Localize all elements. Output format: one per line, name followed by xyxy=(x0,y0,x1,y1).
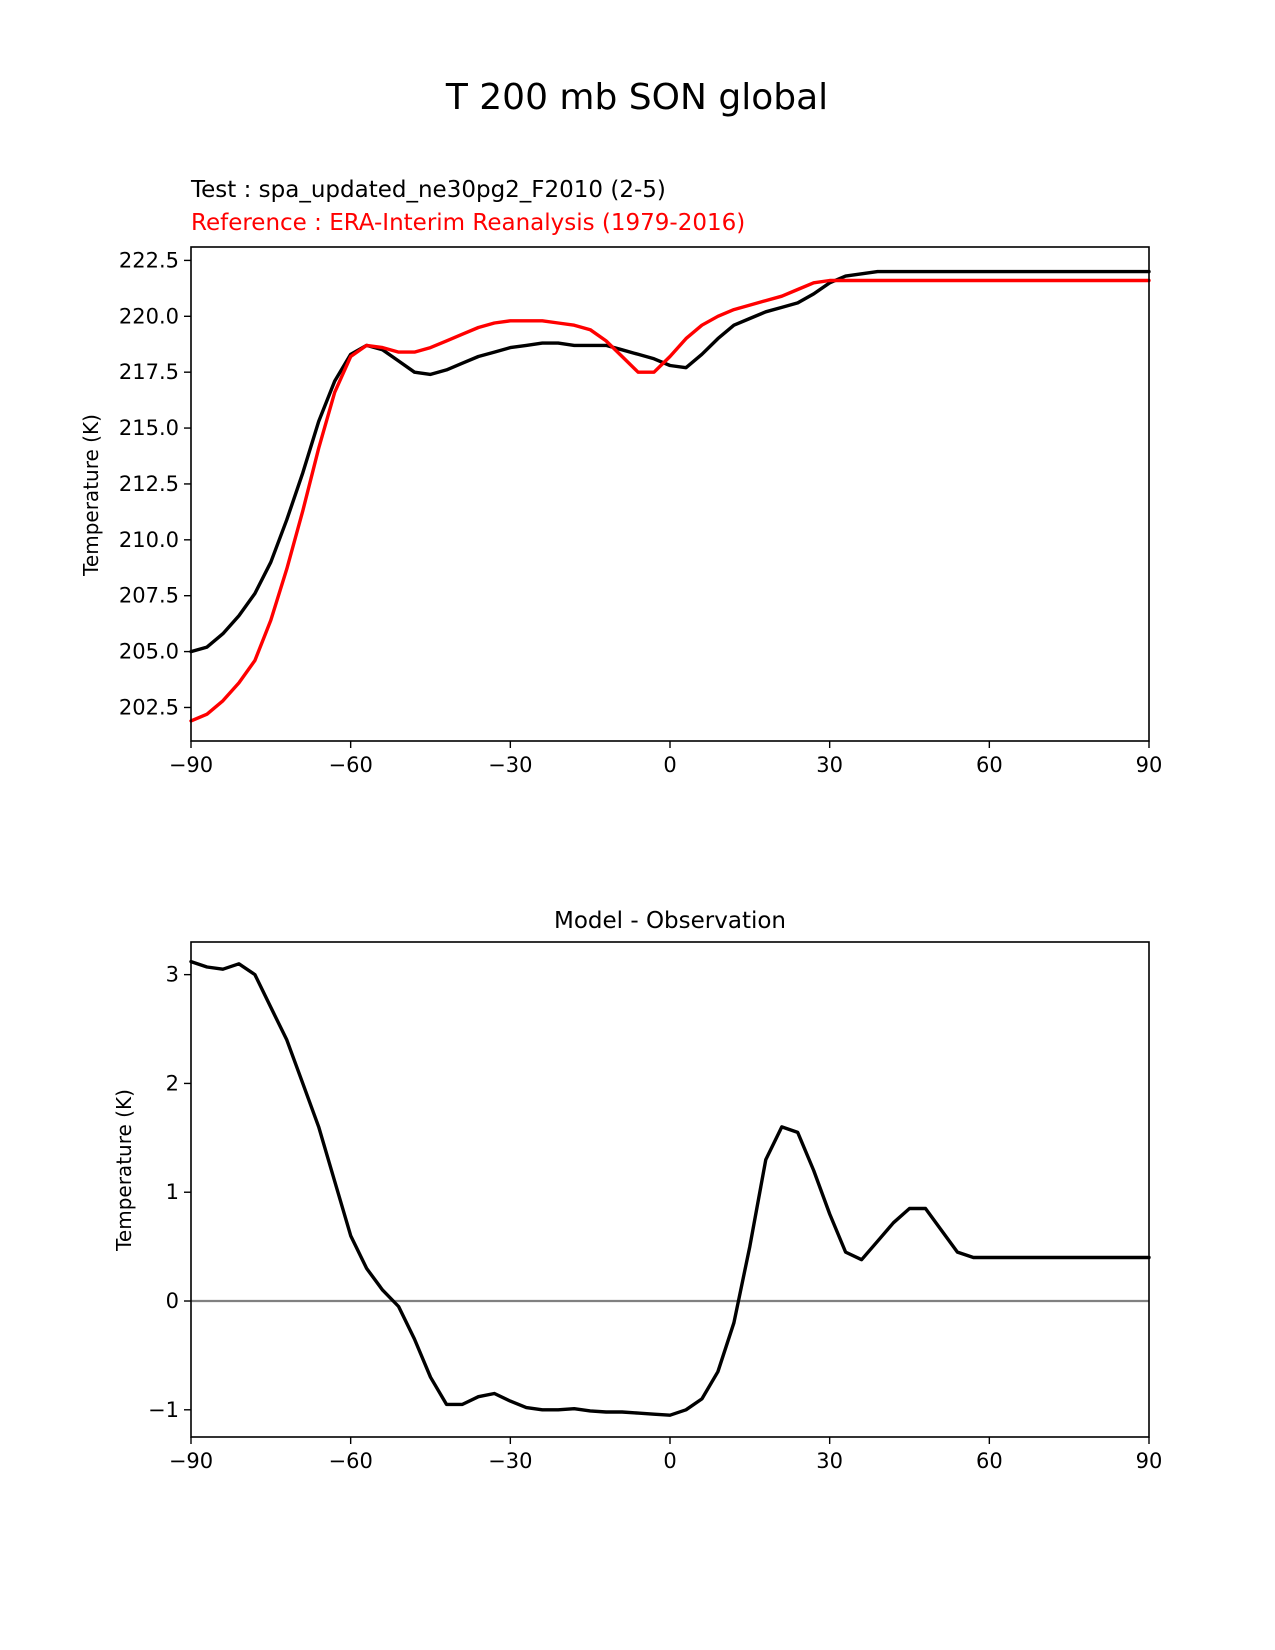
top-series-test xyxy=(189,269,1151,654)
bottom-ylabel: Temperature (K) xyxy=(112,1089,136,1252)
test-subtitle: Test : spa_updated_ne30pg2_F2010 (2-5) xyxy=(190,177,666,203)
top-plot-frame xyxy=(190,246,1150,742)
top-ytick-label: 210.0 xyxy=(119,528,179,552)
top-ytick-label: 222.5 xyxy=(119,248,179,272)
bottom-xtick-label: −90 xyxy=(169,1449,213,1473)
top-ytick-label: 207.5 xyxy=(119,584,179,608)
top-xtick-label: 60 xyxy=(976,753,1003,777)
bottom-ytick-label: 0 xyxy=(166,1289,179,1313)
top-xtick-label: 30 xyxy=(816,753,843,777)
bottom-panel: Model - Observation Temperature (K) −90 −… xyxy=(112,908,1162,1473)
bottom-ytick-label: 3 xyxy=(166,963,179,987)
bottom-xtick-label: 30 xyxy=(816,1449,843,1473)
figure-title: T 200 mb SON global xyxy=(445,77,828,118)
bottom-xtick-label: −30 xyxy=(488,1449,532,1473)
bottom-series-model-observation xyxy=(189,959,1151,1417)
top-xtick-label: −60 xyxy=(329,753,373,777)
top-xtick-label: 0 xyxy=(663,753,676,777)
top-ytick-label: 220.0 xyxy=(119,304,179,328)
bottom-plot-frame xyxy=(190,941,1150,1438)
bottom-xtick-label: 90 xyxy=(1136,1449,1163,1473)
bottom-xtick-label: 0 xyxy=(663,1449,676,1473)
top-ylabel: Temperature (K) xyxy=(79,414,103,577)
bottom-title: Model - Observation xyxy=(554,908,786,934)
bottom-ytick-label: −1 xyxy=(148,1398,179,1422)
top-xtick-label: 90 xyxy=(1136,753,1163,777)
top-ytick-label: 217.5 xyxy=(119,360,179,384)
reference-subtitle: Reference : ERA-Interim Reanalysis (1979… xyxy=(191,210,745,236)
top-series-reference xyxy=(189,278,1151,723)
bottom-ytick-label: 1 xyxy=(166,1180,179,1204)
top-ytick-label: 212.5 xyxy=(119,472,179,496)
top-xtick-label: −30 xyxy=(488,753,532,777)
bottom-ytick-label: 2 xyxy=(166,1071,179,1095)
top-ytick-label: 202.5 xyxy=(119,695,179,719)
top-ytick-label: 215.0 xyxy=(119,416,179,440)
top-xtick-label: −90 xyxy=(169,753,213,777)
top-ytick-label: 205.0 xyxy=(119,640,179,664)
top-panel: Test : spa_updated_ne30pg2_F2010 (2-5) R… xyxy=(79,177,1162,777)
bottom-xtick-label: −60 xyxy=(329,1449,373,1473)
bottom-xtick-label: 60 xyxy=(976,1449,1003,1473)
